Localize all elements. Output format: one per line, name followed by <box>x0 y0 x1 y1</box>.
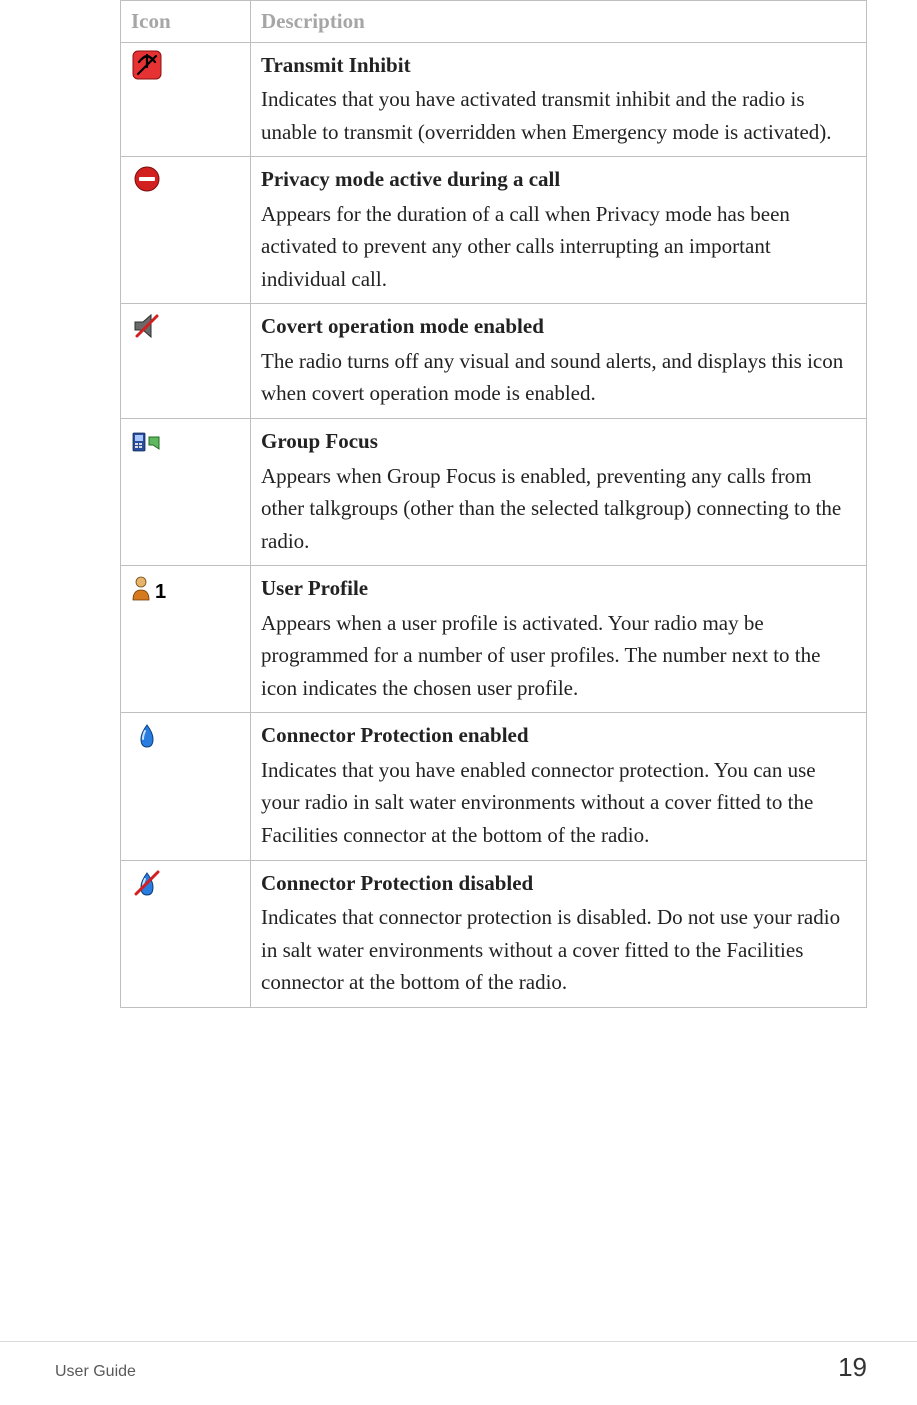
row-body: Appears when a user profile is activated… <box>261 611 820 700</box>
table-header-row: Icon Description <box>121 1 867 43</box>
table-row: Transmit Inhibit Indicates that you have… <box>121 42 867 157</box>
connector-protection-enabled-icon <box>131 719 163 751</box>
icon-cell <box>121 304 251 419</box>
icon-cell <box>121 713 251 860</box>
privacy-mode-icon <box>131 163 163 195</box>
row-body: Indicates that you have enabled connecto… <box>261 758 816 847</box>
table-row: Connector Protection enabled Indicates t… <box>121 713 867 860</box>
group-focus-icon <box>131 425 163 457</box>
description-cell: Privacy mode active during a call Appear… <box>251 157 867 304</box>
connector-protection-disabled-icon <box>131 867 163 899</box>
user-profile-icon: 1 <box>131 572 171 604</box>
row-title: User Profile <box>261 572 856 605</box>
table-row: Covert operation mode enabled The radio … <box>121 304 867 419</box>
table-row: Connector Protection disabled Indicates … <box>121 860 867 1007</box>
table-row: Privacy mode active during a call Appear… <box>121 157 867 304</box>
row-body: Indicates that connector protection is d… <box>261 905 840 994</box>
row-body: Indicates that you have activated transm… <box>261 87 832 144</box>
description-cell: Covert operation mode enabled The radio … <box>251 304 867 419</box>
description-cell: User Profile Appears when a user profile… <box>251 566 867 713</box>
row-title: Transmit Inhibit <box>261 49 856 82</box>
description-cell: Connector Protection disabled Indicates … <box>251 860 867 1007</box>
icon-cell <box>121 860 251 1007</box>
row-title: Covert operation mode enabled <box>261 310 856 343</box>
footer-doc-title: User Guide <box>55 1363 136 1381</box>
row-title: Group Focus <box>261 425 856 458</box>
row-title: Connector Protection disabled <box>261 867 856 900</box>
row-body: Appears for the duration of a call when … <box>261 202 790 291</box>
description-cell: Group Focus Appears when Group Focus is … <box>251 419 867 566</box>
description-cell: Transmit Inhibit Indicates that you have… <box>251 42 867 157</box>
svg-text:1: 1 <box>155 581 166 603</box>
icon-cell <box>121 157 251 304</box>
footer-page-number: 19 <box>838 1352 867 1383</box>
icon-cell: 1 <box>121 566 251 713</box>
description-cell: Connector Protection enabled Indicates t… <box>251 713 867 860</box>
covert-mode-icon <box>131 310 163 342</box>
table-row: 1 User Profile Appears when a user profi… <box>121 566 867 713</box>
transmit-inhibit-icon <box>131 49 163 81</box>
row-body: Appears when Group Focus is enabled, pre… <box>261 464 841 553</box>
header-description: Description <box>251 1 867 43</box>
row-title: Privacy mode active during a call <box>261 163 856 196</box>
table-row: Group Focus Appears when Group Focus is … <box>121 419 867 566</box>
icon-description-table: Icon Description Transmit Inhib <box>120 0 867 1008</box>
header-icon: Icon <box>121 1 251 43</box>
icon-cell <box>121 419 251 566</box>
row-title: Connector Protection enabled <box>261 719 856 752</box>
icon-cell <box>121 42 251 157</box>
page-footer: User Guide 19 <box>0 1341 917 1383</box>
row-body: The radio turns off any visual and sound… <box>261 349 843 406</box>
